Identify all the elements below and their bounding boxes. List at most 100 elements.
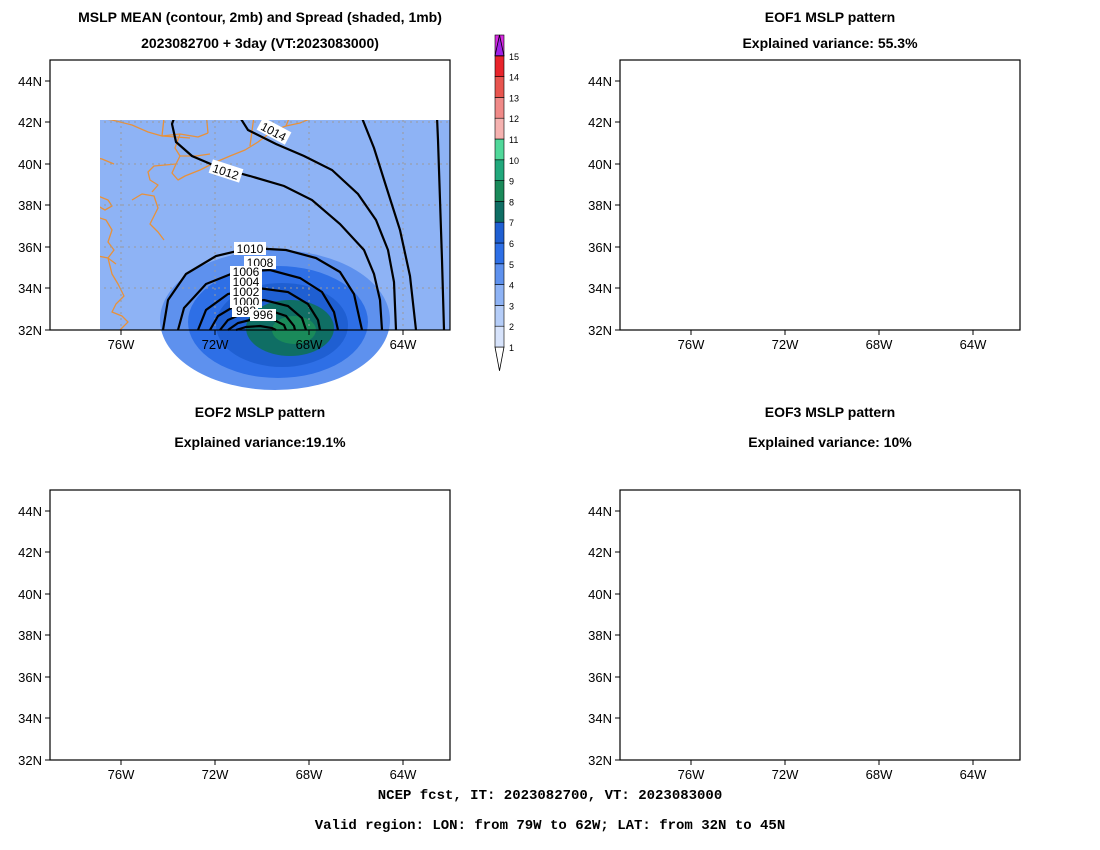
- lon-label: 64W: [390, 767, 417, 782]
- lat-label: 44N: [18, 74, 42, 89]
- panel-mean-frame: [49, 59, 451, 331]
- panel-eof2-map: -1 -1 -2 -3 0 1 2 3: [49, 489, 451, 761]
- colorbar-label: 7: [509, 218, 514, 228]
- colorbar-label: 15: [509, 52, 519, 62]
- svg-text:2: 2: [330, 711, 337, 725]
- colorbar-label: 8: [509, 197, 514, 207]
- svg-text:0: 0: [652, 501, 659, 515]
- lat-label: 44N: [588, 74, 612, 89]
- svg-text:-1: -1: [783, 225, 794, 239]
- eof2-zero-contour: [266, 570, 450, 760]
- mean-contours: [161, 120, 446, 332]
- lat-label: 32N: [18, 323, 42, 338]
- panel4-title: EOF3 MSLP pattern: [764, 404, 896, 420]
- lon-label: 68W: [866, 767, 893, 782]
- colorbar-swatch: [494, 325, 505, 348]
- svg-text:0: 0: [898, 497, 905, 511]
- colorbar-swatch: [494, 138, 505, 161]
- lon-label: 76W: [108, 337, 135, 352]
- lat-label: 42N: [18, 115, 42, 130]
- svg-text:-6: -6: [877, 307, 888, 321]
- svg-text:1010: 1010: [50, 94, 77, 108]
- colorbar-label: 10: [509, 156, 519, 166]
- eof3-zero-contours: [620, 490, 960, 746]
- colorbar-label: 4: [509, 281, 514, 291]
- svg-text:-3: -3: [879, 251, 890, 265]
- svg-text:1: 1: [328, 681, 335, 695]
- lat-label: 44N: [18, 504, 42, 519]
- svg-text:-2: -2: [831, 749, 842, 763]
- lat-label: 36N: [18, 670, 42, 685]
- lat-label: 42N: [588, 115, 612, 130]
- svg-text:996: 996: [253, 308, 273, 322]
- lon-label: 72W: [772, 767, 799, 782]
- lat-label: 32N: [588, 323, 612, 338]
- lat-label: 38N: [588, 198, 612, 213]
- lat-label: 38N: [18, 198, 42, 213]
- svg-text:1: 1: [840, 675, 847, 689]
- eof3-pos-contours: [788, 682, 898, 736]
- svg-text:-3: -3: [237, 709, 248, 723]
- panel-eof3-map: 0 0 0 0 1 2 3 -1 -2: [619, 489, 1021, 763]
- svg-text:0: 0: [781, 321, 788, 335]
- lon-label: 72W: [772, 337, 799, 352]
- lon-label: 68W: [296, 767, 323, 782]
- eof1-contour-labels: -1 -1 -2 -2 -3 -4 -5 -6 0: [780, 151, 1008, 335]
- svg-text:-1: -1: [59, 545, 70, 559]
- colorbar-low-arrow: [494, 346, 505, 371]
- lon-label: 68W: [866, 337, 893, 352]
- lat-label: 42N: [18, 545, 42, 560]
- colorbar-label: 13: [509, 93, 519, 103]
- svg-text:-5: -5: [867, 273, 878, 287]
- lat-label: 38N: [18, 628, 42, 643]
- lon-label: 72W: [202, 337, 229, 352]
- lat-label: 40N: [18, 587, 42, 602]
- panel1-subtitle: 2023082700 + 3day (VT:2023083000): [141, 35, 379, 51]
- colorbar-label: 12: [509, 114, 519, 124]
- svg-text:-1: -1: [239, 681, 250, 695]
- svg-text:1002: 1002: [233, 285, 260, 299]
- svg-text:0: 0: [316, 642, 323, 656]
- svg-text:3: 3: [840, 713, 847, 727]
- lat-label: 40N: [588, 587, 612, 602]
- colorbar-label: 9: [509, 177, 514, 187]
- colorbar-swatch: [494, 159, 505, 181]
- svg-text:-2: -2: [233, 697, 244, 711]
- colorbar-label: 11: [509, 135, 518, 145]
- colorbar-swatch: [494, 97, 505, 119]
- eof3-contour-labels: 0 0 0 0 1 2 3 -1 -2: [648, 497, 944, 763]
- svg-text:1004: 1004: [233, 275, 260, 289]
- panel-eof2-frame: [49, 489, 451, 761]
- lat-label: 32N: [588, 753, 612, 768]
- panel4-subtitle: Explained variance: 10%: [748, 434, 912, 450]
- svg-text:1016: 1016: [327, 52, 353, 82]
- lon-label: 72W: [202, 767, 229, 782]
- colorbar-swatch: [494, 221, 505, 244]
- colorbar-label: 5: [509, 260, 514, 270]
- footer-forecast-info: NCEP fcst, IT: 2023082700, VT: 202308300…: [377, 788, 723, 804]
- eof2-contour-labels: -1 -1 -2 -3 0 1 2 3: [56, 545, 340, 753]
- lon-label: 68W: [296, 337, 323, 352]
- colorbar-high-arrow: [494, 34, 505, 57]
- svg-text:-2: -2: [877, 237, 888, 251]
- panel-eof3-frame: [619, 489, 1021, 761]
- svg-text:2: 2: [840, 687, 847, 701]
- colorbar-swatch: [494, 180, 505, 202]
- colorbar-swatch: [494, 305, 505, 327]
- lat-label: 36N: [588, 670, 612, 685]
- lat-label: 34N: [588, 711, 612, 726]
- eof3-neg-contours: [710, 746, 970, 760]
- colorbar-label: 2: [509, 322, 514, 332]
- panel-eof1-map: -1 -1 -2 -2 -3 -4 -5 -6 0: [619, 59, 1021, 335]
- panel-mean-map: 1010 1014 1012 1016 1018 1010 1008 1006 …: [49, 52, 451, 390]
- panel-eof1-frame: [619, 59, 1021, 331]
- colorbar-swatch: [494, 201, 505, 223]
- lat-label: 40N: [588, 157, 612, 172]
- panel3-title: EOF2 MSLP pattern: [194, 404, 326, 420]
- panel2-title: EOF1 MSLP pattern: [764, 9, 896, 25]
- footer-region-info: Valid region: LON: from 79W to 62W; LAT:…: [314, 818, 786, 834]
- colorbar-swatch: [494, 76, 505, 98]
- lat-label: 44N: [588, 504, 612, 519]
- svg-text:-2: -2: [995, 223, 1006, 237]
